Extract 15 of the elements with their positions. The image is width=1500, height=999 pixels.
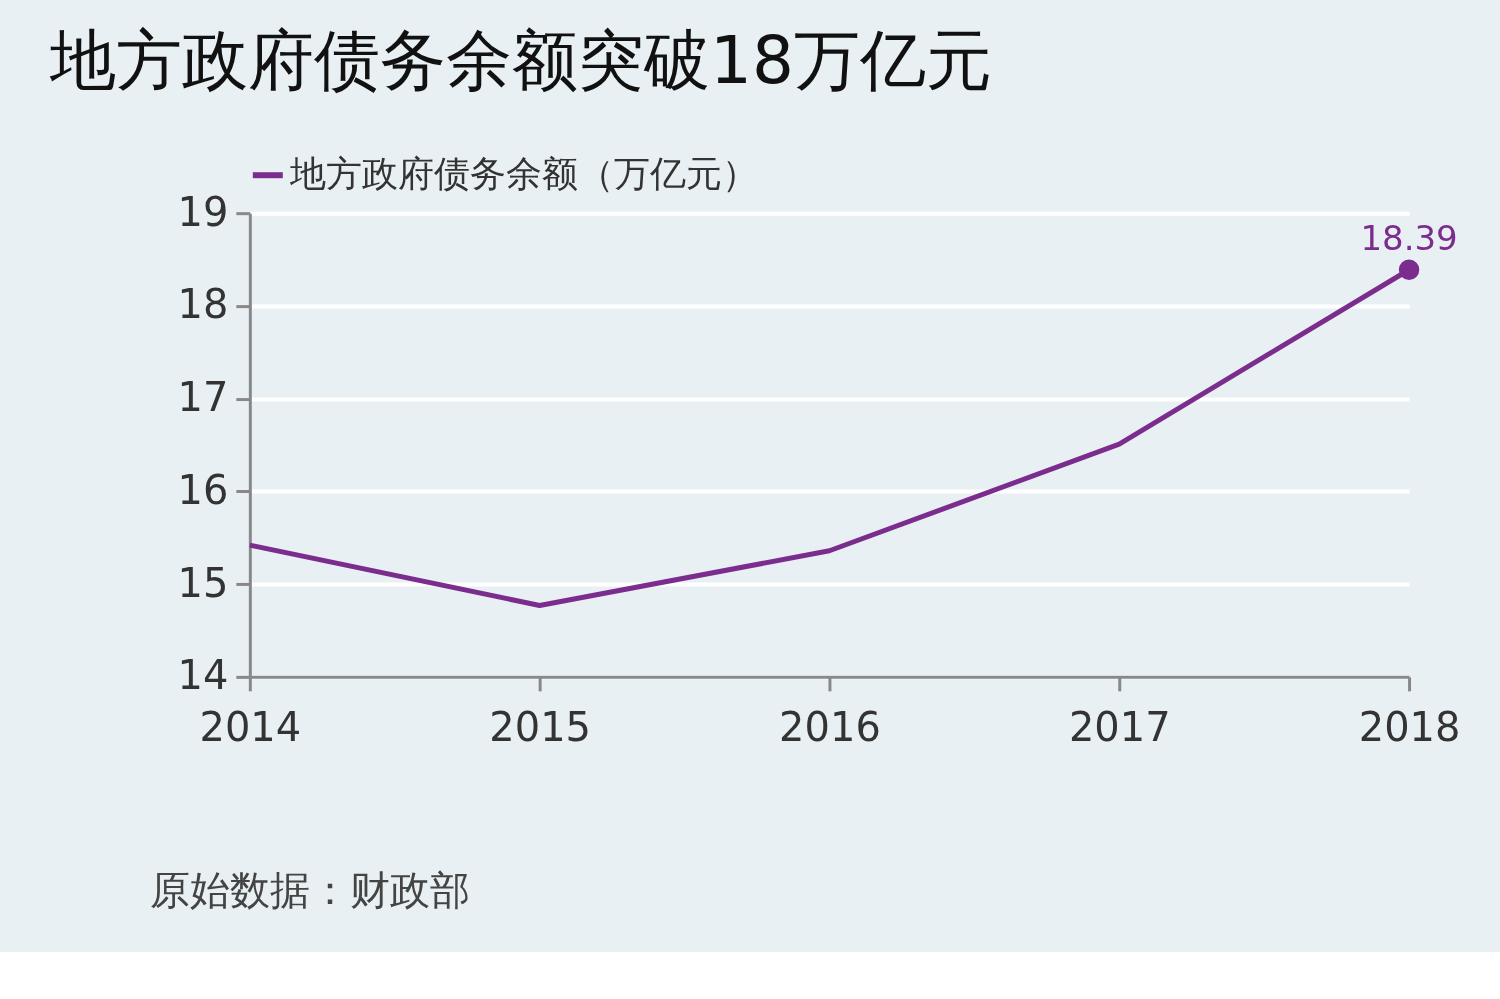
x-tick-label: 2014: [199, 704, 302, 751]
data-label: 18.39: [1360, 217, 1458, 258]
y-tick-label: 16: [177, 466, 229, 513]
legend-label: 地方政府债务余额（万亿元）: [288, 153, 758, 195]
y-tick-label: 17: [177, 374, 229, 421]
y-tick-label: 19: [177, 188, 229, 235]
y-tick-label: 15: [177, 559, 229, 606]
y-tick-label: 14: [177, 652, 229, 699]
x-tick-label: 2015: [489, 704, 591, 751]
x-tick-label: 2016: [779, 704, 881, 751]
x-tick-label: 2017: [1068, 704, 1171, 751]
y-tick-label: 18: [177, 281, 229, 328]
chart-title: 地方政府债务余额突破18万亿元: [48, 22, 992, 100]
x-tick-label: 2018: [1358, 704, 1461, 751]
text: 原始数据：财政部: [149, 866, 470, 913]
